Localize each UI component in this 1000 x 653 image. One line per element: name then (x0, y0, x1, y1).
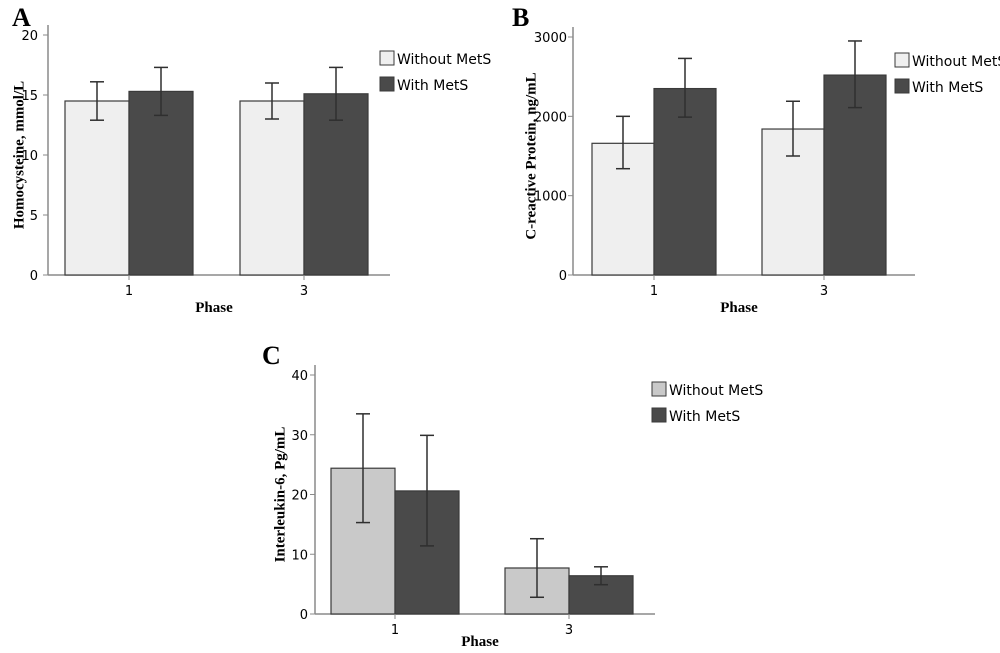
y-axis-title: Interleukin-6, Pg/mL (273, 427, 289, 563)
y-tick-label: 30 (291, 429, 308, 444)
bar-without-mets-phase-3 (239, 100, 305, 276)
legend-label: Without MetS (397, 52, 491, 68)
x-axis-title: Phase (461, 634, 499, 650)
bar-without-mets-phase-1 (64, 100, 130, 276)
x-tick-label: 1 (125, 284, 133, 299)
y-tick-label: 5 (30, 209, 38, 224)
chart-panel-c: C 0 10 20 30 40 1 3 Phase Interleukin-6, Pg/mL Wit… (262, 341, 763, 650)
legend-label: Without MetS (669, 383, 763, 399)
legend-swatch (651, 381, 667, 397)
y-tick-label: 3000 (534, 31, 567, 46)
chart-panel-b: B 0 1000 2000 3000 1 3 Phase C-reactive Protein,… (512, 3, 1000, 316)
legend-swatch (651, 407, 667, 423)
legend-swatch (894, 78, 910, 94)
y-tick-label: 40 (291, 369, 308, 384)
y-axis-title: Homocysteine, mmol/L (12, 81, 28, 229)
legend-swatch (379, 50, 395, 66)
y-axis-title: C-reactive Protein, ng/mL (524, 72, 540, 239)
legend-swatch (379, 76, 395, 92)
x-axis-title: Phase (720, 300, 758, 316)
x-tick-label: 3 (820, 284, 828, 299)
legend-swatch (894, 52, 910, 68)
x-tick-label: 3 (300, 284, 308, 299)
panel-letter: C (262, 341, 281, 370)
y-tick-label: 2000 (534, 110, 567, 125)
legend-label: With MetS (397, 78, 468, 94)
bar-with-mets-phase-3 (303, 93, 369, 276)
y-tick-label: 15 (21, 89, 38, 104)
panel-letter: B (512, 3, 529, 32)
y-tick-label: 1000 (534, 190, 567, 205)
x-tick-label: 1 (650, 284, 658, 299)
legend-label: With MetS (912, 80, 983, 96)
y-tick-label: 0 (300, 608, 308, 623)
y-tick-label: 20 (291, 489, 308, 504)
bar-with-mets-phase-1 (128, 90, 194, 276)
panel-letter: A (12, 3, 31, 32)
legend-label: With MetS (669, 409, 740, 425)
x-tick-label: 3 (565, 623, 573, 638)
bar-with-mets-phase-3 (823, 74, 887, 276)
y-tick-label: 0 (559, 269, 567, 284)
y-tick-label: 20 (21, 29, 38, 44)
x-axis-title: Phase (195, 300, 233, 316)
legend-label: Without MetS (912, 54, 1000, 70)
y-tick-label: 10 (291, 548, 308, 563)
x-tick-label: 1 (391, 623, 399, 638)
y-tick-label: 0 (30, 269, 38, 284)
chart-panel-a: A 0 5 10 15 20 1 3 Phase Homocysteine, mmol/L With… (12, 3, 492, 316)
y-tick-label: 10 (21, 149, 38, 164)
